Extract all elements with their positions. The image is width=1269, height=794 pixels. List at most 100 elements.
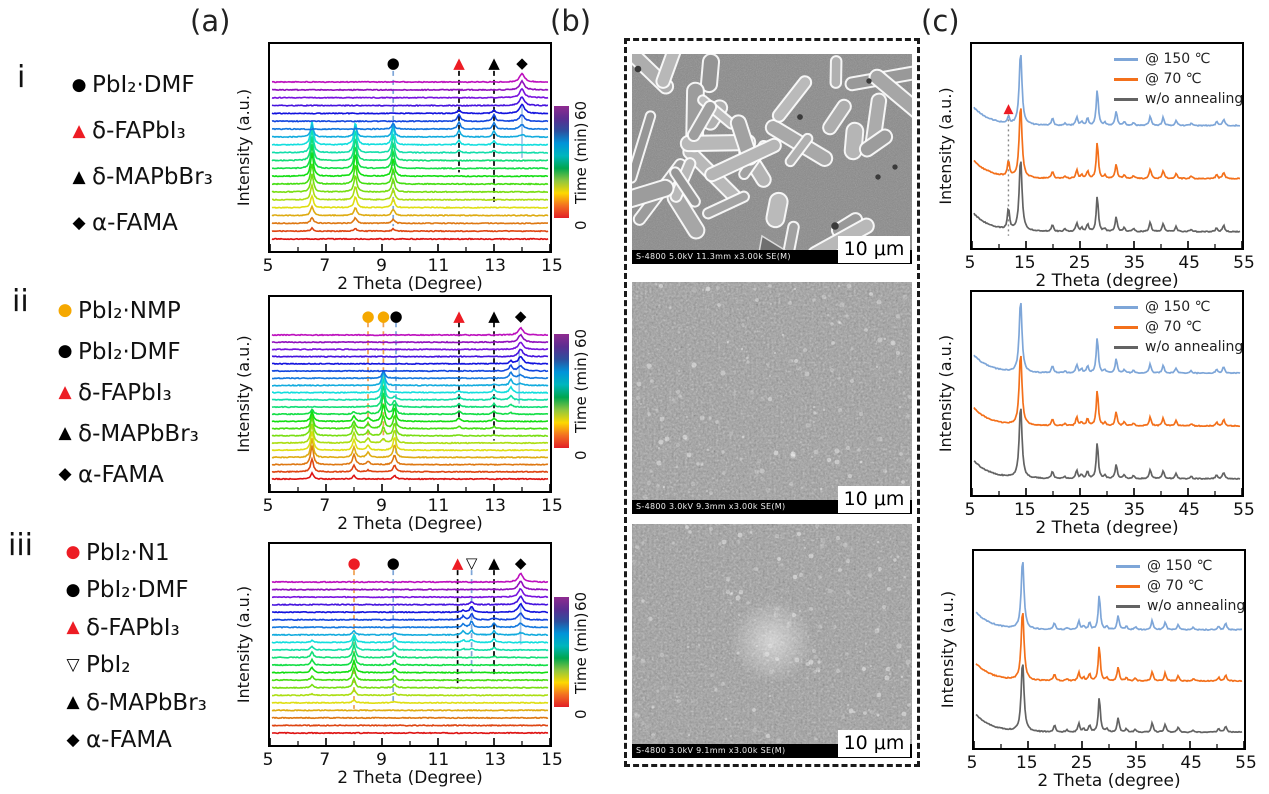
sem-grain-highlight <box>675 695 679 699</box>
sem-grain-highlight <box>706 448 710 452</box>
legend-marker-9650: ▲ <box>72 166 86 187</box>
legend-item: @ 70 ℃ <box>1114 69 1243 89</box>
legend-item: ● PbI₂·N1 <box>60 534 207 572</box>
sem-grain-highlight <box>655 384 659 388</box>
sem-grain-highlight <box>709 532 713 536</box>
legend-item: ▲ δ-MAPbBr₃ <box>60 684 207 722</box>
sem-grain-highlight <box>827 588 833 594</box>
xrd-series-0 <box>975 562 1243 632</box>
sem-grain-highlight <box>805 676 809 680</box>
sem-grain-highlight <box>651 705 655 709</box>
x-tick-label: 45 <box>1178 253 1201 273</box>
legend-item: ▽ PbI₂ <box>60 647 207 685</box>
legend-label: δ-MAPbBr₃ <box>86 689 207 716</box>
xrd-trace <box>271 423 549 445</box>
sem-grain-highlight <box>785 472 787 474</box>
sem-grain-highlight <box>778 738 782 742</box>
sem-grain-highlight <box>792 574 798 580</box>
sem-grain-highlight <box>826 313 830 317</box>
xrd-series-0 <box>973 54 1241 128</box>
legend-label: @ 70 ℃ <box>1145 319 1202 335</box>
xrd-series-0 <box>973 302 1241 375</box>
sem-grain-highlight <box>721 539 727 545</box>
sem-grain-highlight <box>732 392 736 396</box>
xrd-trace <box>271 416 549 438</box>
xrd-trace <box>271 716 549 720</box>
sem-grain-highlight <box>715 420 719 424</box>
x-tick-label: 45 <box>1180 753 1203 773</box>
x-tick-label: 5 <box>964 253 976 273</box>
xrd-trace <box>271 136 549 162</box>
legend-line-swatch <box>1114 325 1138 329</box>
sem-grain-highlight <box>814 655 818 659</box>
sem-grain-highlight <box>668 395 672 399</box>
phase-marker-δ-MAPbBr₃: ▲ <box>488 554 500 572</box>
sem-grain-highlight <box>658 439 664 445</box>
sem-grain-highlight <box>808 606 814 612</box>
sem-grain-highlight <box>677 699 681 703</box>
xrd-trace <box>271 144 549 170</box>
sem-grain-highlight <box>798 367 802 371</box>
sem-grain-highlight <box>818 670 820 672</box>
x-tick-label: 25 <box>1068 253 1091 273</box>
legend-line-swatch <box>1116 584 1140 588</box>
sem-grain-highlight <box>819 543 825 549</box>
sem-grain-highlight <box>745 356 749 360</box>
sem-grain-highlight <box>845 314 849 318</box>
sem-image-1: S-4800 5.0kV 11.3mm x3.00k SE(M) 10 μm <box>632 54 912 264</box>
legend-line-swatch <box>1116 604 1140 608</box>
xrd-trace <box>271 87 549 100</box>
sem-grain-highlight <box>890 340 896 346</box>
sem-grain-highlight <box>813 406 815 408</box>
sem-grain-highlight <box>632 559 637 565</box>
sem-grain-highlight <box>800 441 802 443</box>
sem-grain-highlight <box>752 708 756 712</box>
colorbar-min-label: 0 <box>572 450 590 460</box>
legend-label: δ-MAPbBr₃ <box>92 164 213 190</box>
x-axis-title: 2 Theta (Degree) <box>337 514 483 534</box>
phase-marker-δ-FAPbI₃: ▲ <box>453 307 465 325</box>
xrd-waterfall-plot-a-iii: ● ● ▲ ▽ ▲ ◆ <box>268 542 552 747</box>
x-tick-label: 5 <box>262 750 274 770</box>
sem-grain-highlight <box>746 360 750 364</box>
sem-grain-highlight <box>649 469 653 473</box>
xrd-trace <box>271 181 549 202</box>
sem-grain-highlight <box>656 460 662 466</box>
sem-grain-highlight <box>718 542 722 546</box>
sem-grain-highlight <box>885 666 891 672</box>
sem-grain-highlight <box>724 717 728 721</box>
sem-grain-highlight <box>814 737 818 741</box>
sem-grain-highlight <box>842 542 848 548</box>
sem-grain-highlight <box>641 721 645 725</box>
legend-label: PbI₂·DMF <box>92 72 195 98</box>
xrd-trace <box>271 120 549 147</box>
phase-legend-a-ii: ● PbI₂·NMP ● PbI₂·DMF ▲ δ-FAPbI₃ ▲ δ-MAPbBr₃ ◆ α-… <box>52 290 199 495</box>
sem-grain-highlight <box>720 370 726 376</box>
sem-grain-highlight <box>752 727 758 733</box>
xrd-trace <box>271 642 549 659</box>
legend-line-swatch <box>1116 564 1140 568</box>
sem-grain-highlight <box>737 532 743 538</box>
x-tick-label: 45 <box>1178 500 1201 520</box>
sem-grain-highlight <box>876 692 882 698</box>
xrd-trace <box>271 595 549 607</box>
legend-label: PbI₂ <box>86 652 131 679</box>
colorbar-title: Time (min) <box>572 612 590 694</box>
sem-grain-highlight <box>675 389 681 395</box>
x-axis-title: 2 Theta (degree) <box>1035 518 1179 538</box>
legend-item: ◆ α-FAMA <box>52 454 199 495</box>
xrd-trace <box>272 122 549 139</box>
time-colorbar <box>554 334 569 448</box>
row-label-ii: ii <box>12 284 29 319</box>
x-tick-label: 25 <box>1068 500 1091 520</box>
sem-grain-highlight <box>671 541 675 545</box>
sem-grain-highlight <box>730 735 732 737</box>
legend-item: @ 70 ℃ <box>1116 576 1245 596</box>
sem-grain-highlight <box>749 389 755 395</box>
sem-grain-highlight <box>833 528 835 530</box>
sem-grain-highlight <box>902 294 908 300</box>
sem-grain-highlight <box>768 374 772 378</box>
xrd-trace <box>271 163 549 186</box>
sem-grain-highlight <box>883 337 887 341</box>
sem-grain-highlight <box>829 709 833 713</box>
